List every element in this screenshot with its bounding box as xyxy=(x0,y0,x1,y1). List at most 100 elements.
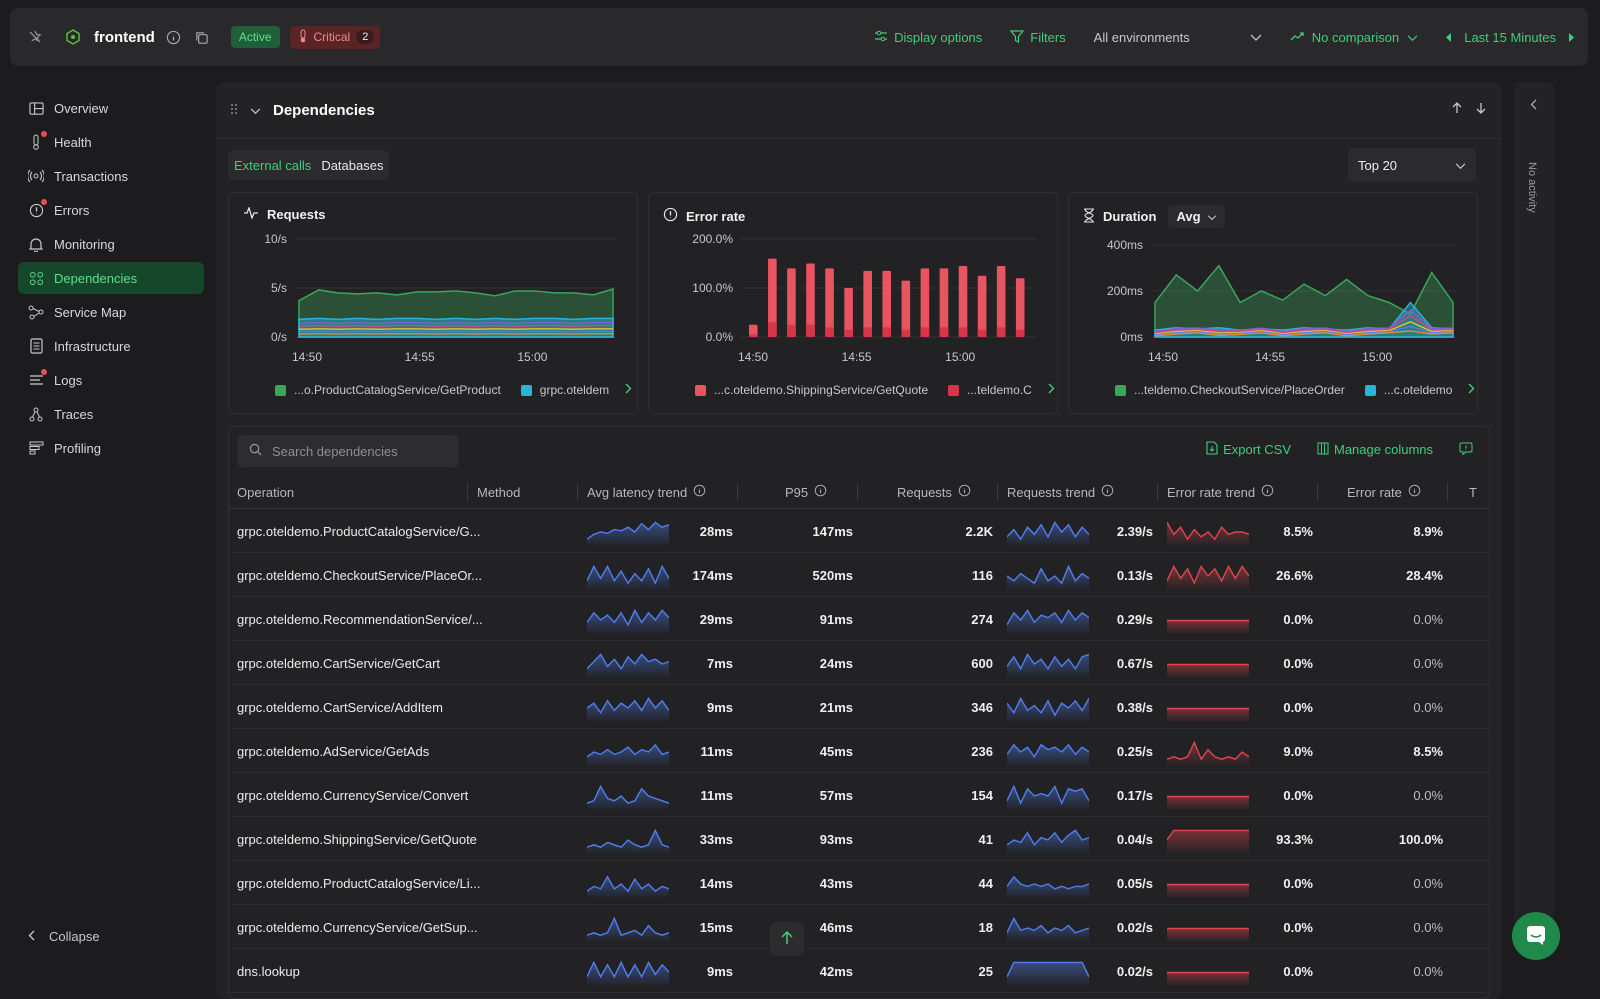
scroll-to-top-button[interactable] xyxy=(770,922,804,956)
sidebar-item-errors[interactable]: Errors xyxy=(18,194,204,226)
export-csv-button[interactable]: Export CSV xyxy=(1206,441,1291,458)
copy-icon[interactable] xyxy=(193,28,211,46)
error-rate-bar[interactable] xyxy=(863,327,872,337)
series-line[interactable] xyxy=(298,324,613,327)
series-line[interactable] xyxy=(1154,309,1454,333)
legend-item[interactable]: ...teldemo.CheckoutService/PlaceOrder xyxy=(1134,383,1345,397)
legend-item[interactable]: ...teldemo.C xyxy=(967,383,1032,397)
table-row[interactable]: grpc.oteldemo.AdService/GetAds 11ms 45ms 23… xyxy=(229,729,1489,773)
error-rate-bar[interactable] xyxy=(749,334,758,337)
info-icon[interactable] xyxy=(1101,484,1114,500)
error-rate-bar[interactable] xyxy=(844,288,853,337)
sidebar-item-profiling[interactable]: Profiling xyxy=(18,432,204,464)
chevron-right-icon[interactable] xyxy=(1048,383,1055,397)
error-rate-bar[interactable] xyxy=(939,327,949,337)
error-rate-bar[interactable] xyxy=(825,327,834,337)
legend-item[interactable]: grpc.oteldem xyxy=(539,383,610,397)
display-options-button[interactable]: Display options xyxy=(874,29,982,46)
tab-databases[interactable]: Databases xyxy=(321,157,384,173)
table-row[interactable]: grpc.oteldemo.CurrencyService/Convert 11m… xyxy=(229,773,1489,817)
column-header-p95[interactable]: P95 xyxy=(785,475,827,509)
chevron-left-icon[interactable] xyxy=(1530,98,1537,113)
info-icon[interactable] xyxy=(958,484,971,500)
time-range[interactable]: Last 15 Minutes xyxy=(1446,30,1574,45)
series-line[interactable] xyxy=(1154,325,1454,336)
error-rate-bar[interactable] xyxy=(958,265,968,337)
environment-select[interactable]: All environments xyxy=(1094,30,1262,45)
sidebar-item-overview[interactable]: Overview xyxy=(18,92,204,124)
series-line[interactable] xyxy=(1154,314,1454,334)
sidebar-item-transactions[interactable]: Transactions xyxy=(18,160,204,192)
column-header-method[interactable]: Method xyxy=(477,475,520,509)
sidebar-item-monitoring[interactable]: Monitoring xyxy=(18,228,204,260)
error-rate-bar[interactable] xyxy=(768,258,777,337)
info-icon[interactable] xyxy=(693,484,706,500)
sidebar-item-health[interactable]: Health xyxy=(18,126,204,158)
caret-right-icon[interactable] xyxy=(1568,30,1574,45)
column-header-requests-trend[interactable]: Requests trend xyxy=(1007,475,1114,509)
series-line[interactable] xyxy=(1154,330,1454,337)
error-rate-bar[interactable] xyxy=(939,268,949,337)
error-rate-bar[interactable] xyxy=(882,327,892,337)
error-rate-bar[interactable] xyxy=(787,268,796,337)
error-rate-bar[interactable] xyxy=(806,324,815,337)
error-rate-bar[interactable] xyxy=(901,329,911,337)
error-rate-bar[interactable] xyxy=(882,270,892,337)
table-row[interactable]: grpc.oteldemo.CurrencyService/GetSup... 1… xyxy=(229,905,1489,949)
column-header-error-rate-trend[interactable]: Error rate trend xyxy=(1167,475,1274,509)
sidebar-item-dependencies[interactable]: Dependencies xyxy=(18,262,204,294)
error-rate-bar[interactable] xyxy=(901,280,911,337)
error-rate-bar[interactable] xyxy=(844,329,853,337)
comparison-select[interactable]: No comparison xyxy=(1290,30,1418,45)
table-row[interactable]: grpc.oteldemo.RecommendationService/... 2… xyxy=(229,597,1489,641)
filters-button[interactable]: Filters xyxy=(1010,29,1066,46)
error-rate-bar[interactable] xyxy=(1015,329,1025,337)
arrow-down-icon[interactable] xyxy=(1476,102,1486,117)
column-header-requests[interactable]: Requests xyxy=(897,475,971,509)
error-rate-bar[interactable] xyxy=(977,329,987,337)
sidebar-item-logs[interactable]: Logs xyxy=(18,364,204,396)
column-header-truncated[interactable]: T xyxy=(1469,475,1477,509)
feedback-icon[interactable] xyxy=(1459,442,1473,458)
aggregation-select[interactable]: Avg xyxy=(1168,205,1225,228)
sidebar-item-traces[interactable]: Traces xyxy=(18,398,204,430)
error-rate-bar[interactable] xyxy=(1015,278,1025,337)
sidebar-item-service-map[interactable]: Service Map xyxy=(18,296,204,328)
error-rate-bar[interactable] xyxy=(863,270,872,337)
info-icon[interactable] xyxy=(814,484,827,500)
error-rate-bar[interactable] xyxy=(996,265,1006,337)
top-n-select[interactable]: Top 20 xyxy=(1348,148,1476,182)
chevron-right-icon[interactable] xyxy=(625,383,632,397)
error-rate-bar[interactable] xyxy=(958,327,968,337)
chevron-down-icon[interactable] xyxy=(250,103,261,118)
legend-item[interactable]: ...c.oteldemo xyxy=(1383,383,1453,397)
sidebar-item-infrastructure[interactable]: Infrastructure xyxy=(18,330,204,362)
critical-badge[interactable]: Critical 2 xyxy=(289,25,381,49)
error-rate-bar[interactable] xyxy=(749,324,758,337)
search-input[interactable]: Search dependencies xyxy=(237,435,459,467)
series-line[interactable] xyxy=(1154,321,1454,335)
collapse-button[interactable]: Collapse xyxy=(28,929,100,944)
error-rate-bar[interactable] xyxy=(787,324,796,337)
caret-left-icon[interactable] xyxy=(1446,30,1452,45)
table-row[interactable]: grpc.oteldemo.CartService/AddItem 9ms 21ms… xyxy=(229,685,1489,729)
error-rate-bar[interactable] xyxy=(977,275,987,337)
legend-item[interactable]: ...c.oteldemo.ShippingService/GetQuote xyxy=(714,383,929,397)
chevron-right-icon[interactable] xyxy=(1468,383,1475,397)
info-icon[interactable] xyxy=(1261,484,1274,500)
chat-button[interactable] xyxy=(1512,912,1560,960)
favorite-icon[interactable] xyxy=(26,28,44,46)
manage-columns-button[interactable]: Manage columns xyxy=(1317,442,1433,458)
error-rate-bar[interactable] xyxy=(768,322,777,337)
table-row[interactable]: grpc.oteldemo.CartService/GetCart 7ms 24ms… xyxy=(229,641,1489,685)
error-rate-bar[interactable] xyxy=(825,268,834,337)
table-row[interactable]: grpc.oteldemo.ProductCatalogService/Li..… xyxy=(229,861,1489,905)
table-row[interactable]: grpc.oteldemo.ShippingService/GetQuote 33… xyxy=(229,817,1489,861)
drag-handle-icon[interactable] xyxy=(230,103,238,118)
arrow-up-icon[interactable] xyxy=(1452,102,1462,117)
tab-external-calls[interactable]: External calls xyxy=(234,157,312,173)
info-icon[interactable] xyxy=(165,28,183,46)
info-icon[interactable] xyxy=(1408,484,1421,500)
series-area[interactable] xyxy=(1154,264,1454,338)
column-header-operation[interactable]: Operation xyxy=(237,475,294,509)
